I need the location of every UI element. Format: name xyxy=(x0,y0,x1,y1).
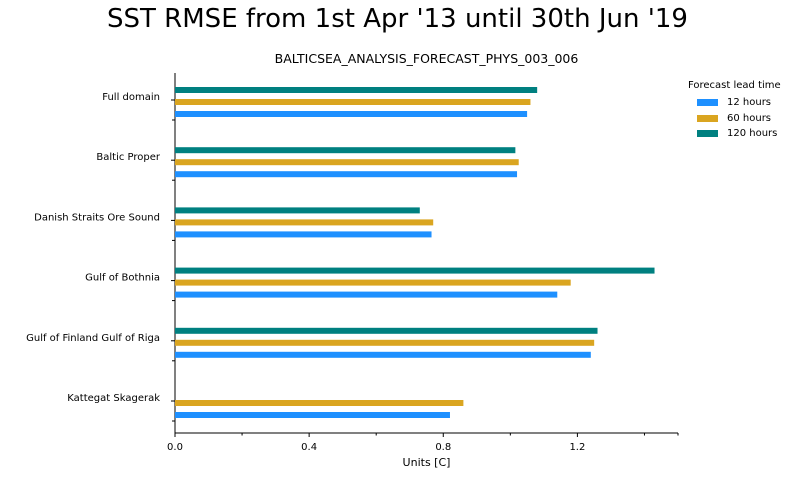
bar-120h xyxy=(175,207,420,214)
bar-12h xyxy=(175,291,558,298)
bar-60h xyxy=(175,219,434,226)
bar-12h xyxy=(175,231,432,238)
bar-60h xyxy=(175,279,571,286)
legend: Forecast lead time 12 hours 60 hours 120… xyxy=(688,80,781,142)
y-tick-label: Kattegat Skagerak xyxy=(67,393,160,404)
legend-item-12-hours: 12 hours xyxy=(688,95,781,111)
bar-60h xyxy=(175,400,464,406)
y-tick-label: Full domain xyxy=(102,92,160,103)
legend-label: 12 hours xyxy=(727,97,772,109)
legend-title: Forecast lead time xyxy=(688,80,781,91)
legend-swatch xyxy=(697,114,718,122)
legend-swatch xyxy=(697,99,718,107)
bar-120h xyxy=(175,327,598,334)
legend-item-120-hours: 120 hours xyxy=(688,126,781,142)
bar-60h xyxy=(175,339,595,346)
bar-12h xyxy=(175,171,518,178)
legend-item-60-hours: 60 hours xyxy=(688,111,781,127)
x-tick-label: 0.4 xyxy=(301,442,317,453)
x-tick-label: 0.0 xyxy=(167,442,183,453)
chart-title: BALTICSEA_ANALYSIS_FORECAST_PHYS_003_006 xyxy=(274,51,579,66)
y-tick-label: Baltic Proper xyxy=(96,152,161,163)
bar-120h xyxy=(175,267,655,274)
bar-60h xyxy=(175,99,531,105)
x-tick-label: 1.2 xyxy=(569,442,585,453)
bar-120h xyxy=(175,87,538,93)
y-tick-label: Gulf of Bothnia xyxy=(85,273,160,284)
bar-12h xyxy=(175,412,450,418)
bar-12h xyxy=(175,111,528,117)
y-tick-label: Danish Straits Ore Sound xyxy=(34,212,160,223)
bar-60h xyxy=(175,159,519,166)
bar-12h xyxy=(175,351,591,358)
x-tick-label: 0.8 xyxy=(435,442,451,453)
legend-label: 60 hours xyxy=(727,112,772,124)
y-tick-label: Gulf of Finland Gulf of Riga xyxy=(26,333,160,344)
legend-swatch xyxy=(697,130,718,138)
legend-label: 120 hours xyxy=(727,128,778,140)
bar-120h xyxy=(175,147,516,154)
chart-suptitle: SST RMSE from 1st Apr '13 until 30th Jun… xyxy=(107,4,688,34)
x-axis-label: Units [C] xyxy=(402,456,451,469)
